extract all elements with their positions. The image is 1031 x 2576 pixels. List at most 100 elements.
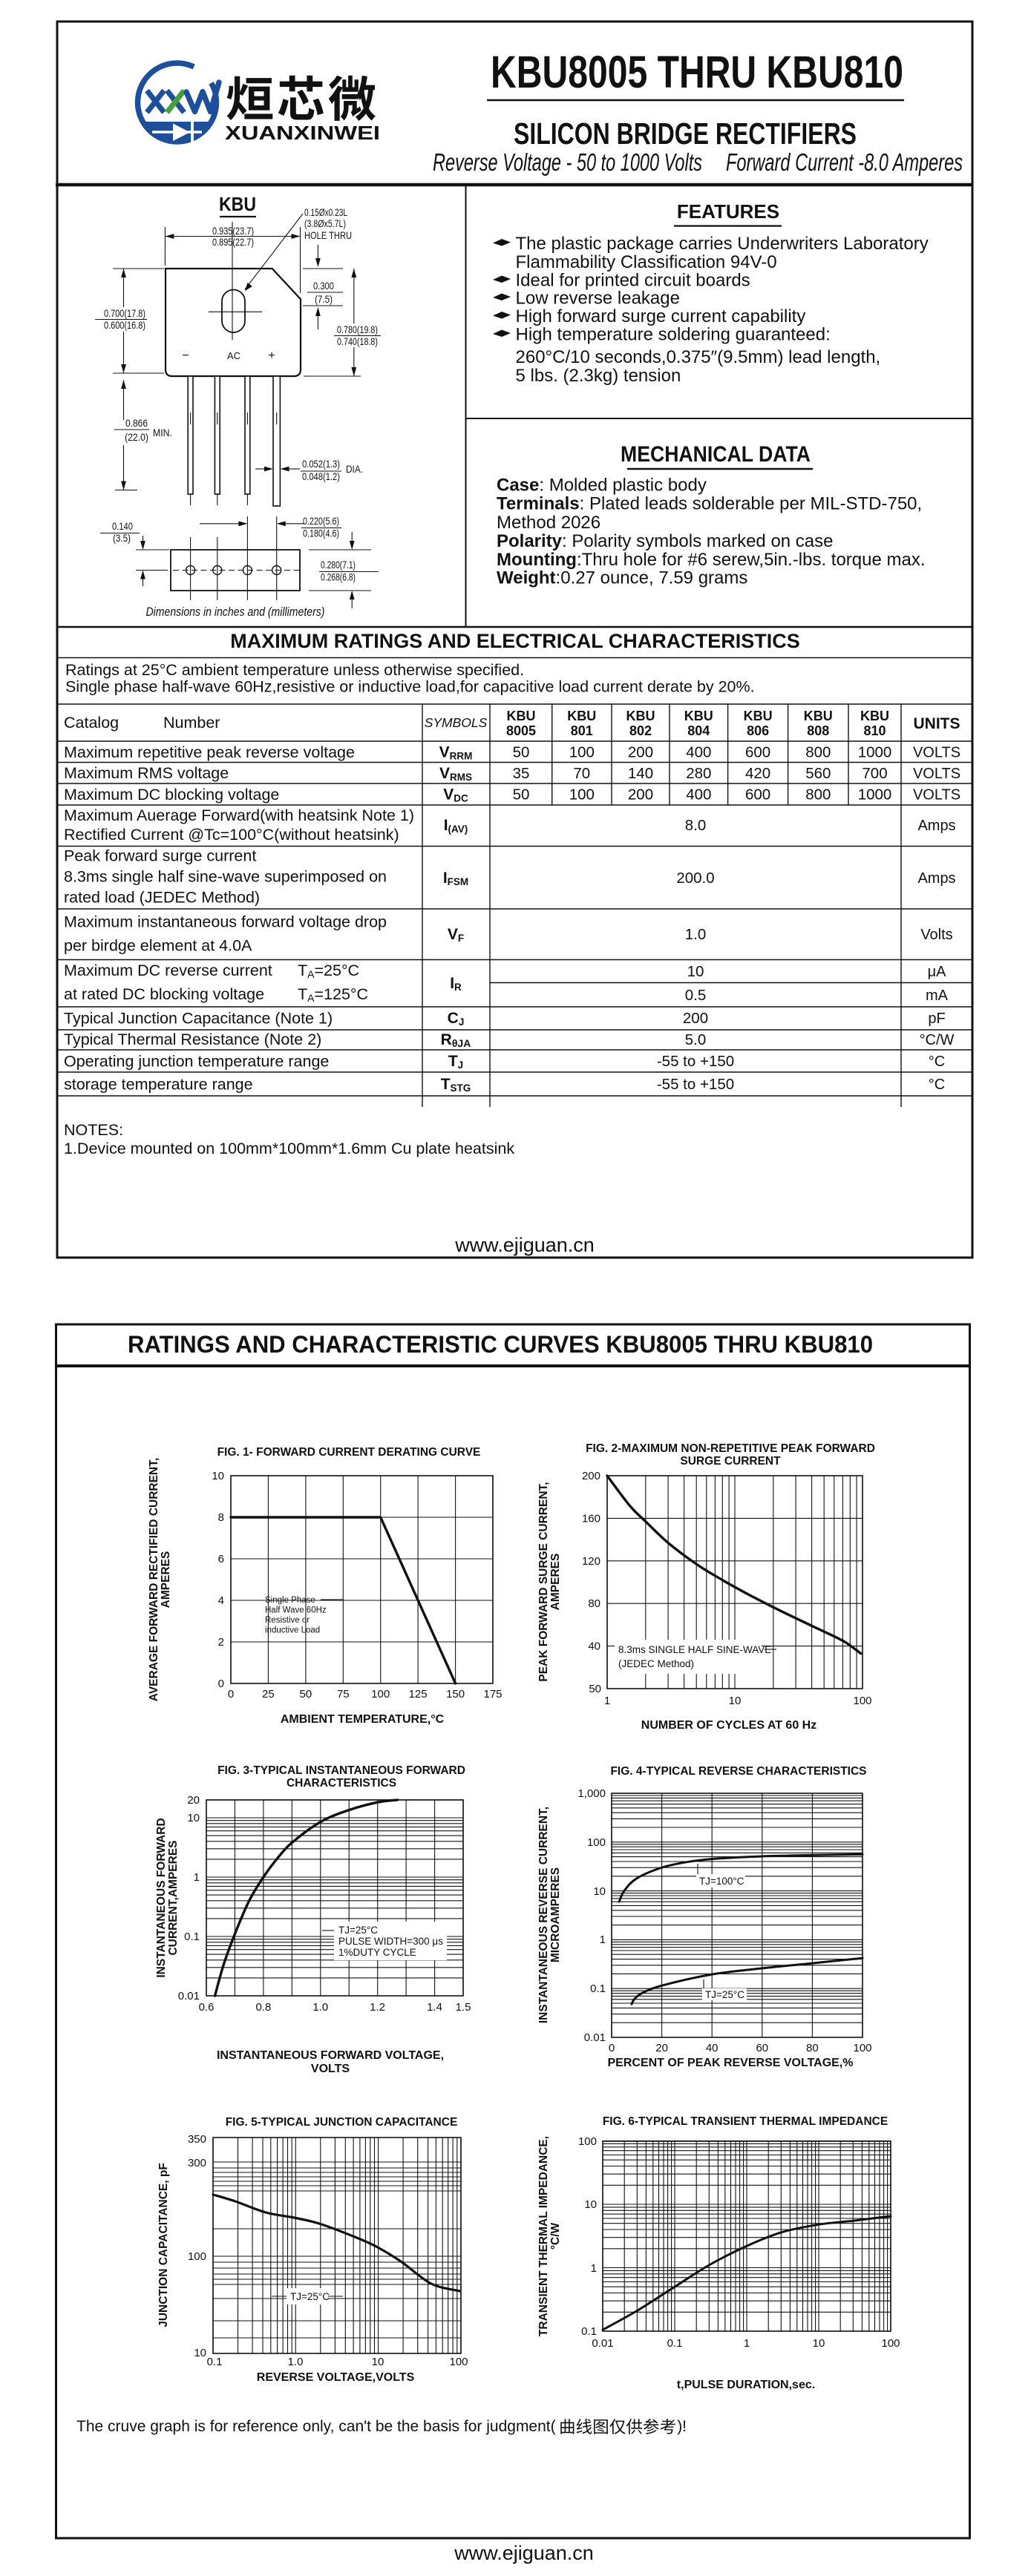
svg-text:120: 120 xyxy=(582,1555,600,1568)
svg-text:0.6: 0.6 xyxy=(199,2001,215,2014)
svg-text:PULSE WIDTH=300 μs: PULSE WIDTH=300 μs xyxy=(338,1936,443,1947)
svg-text:INSTANTANEOUS FORWARD VOLTAGE,: INSTANTANEOUS FORWARD VOLTAGE, xyxy=(217,2049,444,2062)
svg-text:100: 100 xyxy=(587,1836,606,1849)
svg-text:80: 80 xyxy=(806,2042,819,2054)
svg-text:0.048(1.2): 0.048(1.2) xyxy=(302,470,340,482)
svg-text:INSTANTANEOUS FORWARD: INSTANTANEOUS FORWARD xyxy=(155,1818,168,1977)
svg-text:AC: AC xyxy=(227,350,240,361)
svg-text:200.0: 200.0 xyxy=(676,870,714,887)
svg-text:280: 280 xyxy=(686,765,711,782)
svg-text:°C: °C xyxy=(929,1054,945,1070)
svg-text:inductive Load: inductive Load xyxy=(265,1626,320,1635)
svg-text:per birdge element at 4.0A: per birdge element at 4.0A xyxy=(64,937,252,955)
svg-text:FIG. 2-MAXIMUM NON-REPETITIVE: FIG. 2-MAXIMUM NON-REPETITIVE PEAK FORWA… xyxy=(586,1442,875,1455)
svg-text:AMPERES: AMPERES xyxy=(160,1551,172,1609)
svg-text:100: 100 xyxy=(881,2337,900,2350)
svg-text:1000: 1000 xyxy=(858,786,892,804)
svg-text:Mounting:Thru hole for #6 sere: Mounting:Thru hole for #6 serew,5in.-lbs… xyxy=(497,550,926,570)
svg-text:0.220(5.6): 0.220(5.6) xyxy=(303,515,339,527)
svg-text:50: 50 xyxy=(513,744,530,761)
svg-text:0: 0 xyxy=(228,1688,234,1701)
svg-text:Amps: Amps xyxy=(917,818,955,834)
svg-text:2: 2 xyxy=(218,1636,224,1649)
svg-text:MICROAMPERES: MICROAMPERES xyxy=(549,1867,562,1962)
svg-text:8005: 8005 xyxy=(506,723,536,738)
svg-text:KBU: KBU xyxy=(219,193,256,215)
svg-text:www.ejiguan.cn: www.ejiguan.cn xyxy=(454,2542,594,2564)
svg-text:°C: °C xyxy=(929,1077,945,1093)
svg-text:175: 175 xyxy=(483,1688,502,1701)
svg-text:0.740(18.8): 0.740(18.8) xyxy=(337,335,378,347)
svg-text:NUMBER OF CYCLES AT 60 Hz: NUMBER OF CYCLES AT 60 Hz xyxy=(641,1719,816,1732)
svg-text:125: 125 xyxy=(409,1688,428,1701)
svg-text:Single phase half-wave 60Hz,re: Single phase half-wave 60Hz,resistive or… xyxy=(65,678,755,696)
svg-text:+: + xyxy=(268,349,275,362)
svg-text:INSTANTANEOUS REVERSE CURRENT,: INSTANTANEOUS REVERSE CURRENT, xyxy=(537,1807,550,2023)
svg-text:808: 808 xyxy=(807,723,829,738)
svg-text:XUANXINWEI: XUANXINWEI xyxy=(225,122,380,144)
svg-text:100: 100 xyxy=(569,744,595,761)
svg-text:100: 100 xyxy=(853,2042,871,2054)
svg-text:35: 35 xyxy=(513,765,530,782)
svg-text:1.0: 1.0 xyxy=(685,926,707,943)
svg-text:SURGE CURRENT: SURGE CURRENT xyxy=(680,1455,781,1468)
svg-text:Catalog: Catalog xyxy=(64,714,119,732)
svg-text:400: 400 xyxy=(686,744,711,761)
svg-text:260°C/10 seconds,0.375″(9.5mm): 260°C/10 seconds,0.375″(9.5mm) lead leng… xyxy=(516,347,881,367)
svg-text:8.3ms SINGLE HALF SINE-WAVE: 8.3ms SINGLE HALF SINE-WAVE xyxy=(618,1644,771,1655)
svg-text:100: 100 xyxy=(578,2135,597,2148)
svg-text:TJ=25°C: TJ=25°C xyxy=(705,1989,744,2000)
svg-text:Maximum instantaneous forward: Maximum instantaneous forward voltage dr… xyxy=(64,913,387,931)
svg-text:SILICON BRIDGE RECTIFIERS: SILICON BRIDGE RECTIFIERS xyxy=(514,116,857,151)
svg-text:VOLTS: VOLTS xyxy=(913,787,960,804)
svg-text:1000: 1000 xyxy=(858,744,892,761)
svg-text:High temperature soldering gua: High temperature soldering guaranteed: xyxy=(516,325,831,345)
svg-text:150: 150 xyxy=(446,1688,465,1701)
svg-text:0.935(23.7): 0.935(23.7) xyxy=(212,225,254,237)
svg-text:Maximum repetitive peak revers: Maximum repetitive peak reverse voltage xyxy=(64,743,355,761)
svg-text:Polarity: Polarity symbols mar: Polarity: Polarity symbols marked on cas… xyxy=(497,531,834,551)
svg-text:FEATURES: FEATURES xyxy=(677,200,779,223)
svg-text:0.15Øx0.23L: 0.15Øx0.23L xyxy=(304,206,347,218)
svg-text:t,PULSE DURATION,sec.: t,PULSE DURATION,sec. xyxy=(677,2379,815,2391)
svg-text:10: 10 xyxy=(687,963,704,980)
svg-text:0.268(6.8): 0.268(6.8) xyxy=(321,571,356,583)
svg-text:1.0: 1.0 xyxy=(312,2001,328,2014)
svg-text:VRMS: VRMS xyxy=(439,765,472,783)
svg-text:The cruve graph is for referen: The cruve graph is for reference only, c… xyxy=(76,2418,556,2435)
svg-text:80: 80 xyxy=(588,1597,600,1610)
svg-text:°C/W: °C/W xyxy=(920,1032,955,1048)
svg-text:KBU: KBU xyxy=(684,709,713,723)
svg-text:1: 1 xyxy=(604,1695,610,1707)
svg-text:μA: μA xyxy=(928,964,947,980)
svg-text:1: 1 xyxy=(600,1933,606,1946)
svg-text:FIG. 5-TYPICAL JUNCTION CAPACI: FIG. 5-TYPICAL JUNCTION CAPACITANCE xyxy=(226,2116,458,2129)
svg-text:10: 10 xyxy=(194,2347,206,2359)
svg-text:KBU: KBU xyxy=(567,709,596,723)
svg-text:(3.5): (3.5) xyxy=(113,532,131,544)
svg-text:0.1: 0.1 xyxy=(667,2337,683,2350)
svg-text:PERCENT OF PEAK REVERSE VOLTAG: PERCENT OF PEAK REVERSE VOLTAGE,% xyxy=(607,2057,853,2069)
svg-text:800: 800 xyxy=(805,744,831,761)
svg-text:50: 50 xyxy=(589,1683,601,1695)
svg-text:10: 10 xyxy=(593,1885,606,1898)
svg-text:420: 420 xyxy=(745,765,770,782)
svg-text:Amps: Amps xyxy=(917,870,955,887)
svg-text:1.0: 1.0 xyxy=(288,2356,304,2368)
svg-text:6: 6 xyxy=(218,1553,224,1565)
svg-text:Maximum RMS voltage: Maximum RMS voltage xyxy=(64,764,229,782)
svg-text:Ratings at 25°C ambient temper: Ratings at 25°C ambient temperature unle… xyxy=(65,661,524,679)
svg-text:Ideal for printed circuit boar: Ideal for printed circuit boards xyxy=(516,271,750,291)
svg-text:Case: Molded plastic body: Case: Molded plastic body xyxy=(497,476,707,496)
svg-text:KBU: KBU xyxy=(507,709,536,723)
svg-text:AMPERES: AMPERES xyxy=(549,1554,562,1611)
svg-text:KBU: KBU xyxy=(804,709,833,723)
svg-text:0.01: 0.01 xyxy=(584,2031,606,2044)
svg-text:Typical Thermal Resistance (No: Typical Thermal Resistance (Note 2) xyxy=(64,1031,321,1048)
svg-text:TJ=25°C: TJ=25°C xyxy=(290,2291,330,2302)
svg-text:0.280(7.1): 0.280(7.1) xyxy=(321,559,356,571)
svg-text:AMBIENT TEMPERATURE,°C: AMBIENT TEMPERATURE,°C xyxy=(281,1713,445,1726)
svg-text:801: 801 xyxy=(571,723,593,738)
svg-text:VOLTS: VOLTS xyxy=(913,766,960,782)
svg-text:Typical Junction Capacitance (: Typical Junction Capacitance (Note 1) xyxy=(64,1010,333,1028)
